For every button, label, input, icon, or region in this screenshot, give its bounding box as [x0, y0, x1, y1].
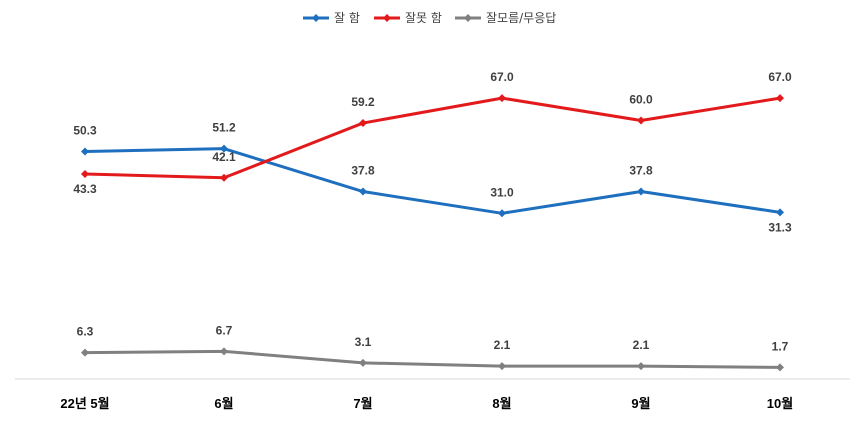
- x-tick-label: 22년 5월: [60, 396, 109, 411]
- data-point-marker: [359, 358, 367, 367]
- legend-marker: [464, 14, 472, 22]
- data-label: 2.1: [633, 338, 650, 352]
- data-point-marker: [776, 94, 784, 103]
- data-label: 51.2: [212, 121, 236, 135]
- data-label: 50.3: [73, 124, 97, 138]
- data-point-marker: [776, 363, 784, 372]
- data-point-marker: [637, 187, 645, 196]
- data-point-marker: [359, 119, 367, 128]
- x-tick-label: 9월: [631, 396, 650, 411]
- data-labels: 50.3 51.2 37.8 31.0 37.8 31.3 43.3 42.1 59.2 67.0…: [73, 70, 792, 353]
- legend-label: 잘모름/무응답: [486, 11, 556, 25]
- data-point-marker: [81, 348, 89, 357]
- x-tick-label: 7월: [353, 396, 372, 411]
- x-tick-label: 6월: [214, 396, 233, 411]
- data-label: 67.0: [490, 70, 514, 84]
- data-point-marker: [220, 173, 228, 182]
- data-point-marker: [637, 116, 645, 125]
- legend: 잘 함 잘못 함 잘모름/무응답: [303, 11, 556, 25]
- x-tick-label: 8월: [492, 396, 511, 411]
- data-label: 31.3: [768, 220, 792, 234]
- data-point-marker: [776, 208, 784, 217]
- data-point-marker: [81, 169, 89, 178]
- x-tick-label: 10월: [767, 396, 793, 411]
- data-label: 59.2: [351, 95, 375, 109]
- data-label: 1.7: [772, 339, 789, 353]
- data-label: 67.0: [768, 70, 792, 84]
- legend-marker: [383, 14, 391, 22]
- data-point-marker: [359, 187, 367, 196]
- legend-label: 잘못 함: [405, 11, 442, 25]
- data-label: 31.0: [490, 185, 514, 199]
- data-point-marker: [498, 209, 506, 218]
- data-label: 6.7: [216, 323, 233, 337]
- data-label: 60.0: [629, 93, 653, 107]
- data-label: 37.8: [629, 164, 653, 178]
- data-point-marker: [637, 362, 645, 371]
- series-layer: [81, 94, 784, 372]
- data-label: 43.3: [73, 182, 97, 196]
- data-label: 3.1: [355, 335, 372, 349]
- data-point-marker: [220, 347, 228, 356]
- series-line: [83, 349, 782, 369]
- data-point-marker: [498, 362, 506, 371]
- x-axis-labels: 22년 5월 6월 7월 8월 9월 10월: [60, 396, 793, 411]
- data-label: 37.8: [351, 164, 375, 178]
- data-label: 6.3: [77, 325, 94, 339]
- legend-label: 잘 함: [334, 11, 360, 25]
- data-label: 42.1: [212, 150, 236, 164]
- series-line: [83, 96, 782, 180]
- series-line: [83, 147, 782, 215]
- data-point-marker: [220, 144, 228, 153]
- legend-marker: [312, 14, 320, 22]
- data-label: 2.1: [494, 338, 511, 352]
- data-point-marker: [81, 147, 89, 156]
- data-point-marker: [498, 94, 506, 103]
